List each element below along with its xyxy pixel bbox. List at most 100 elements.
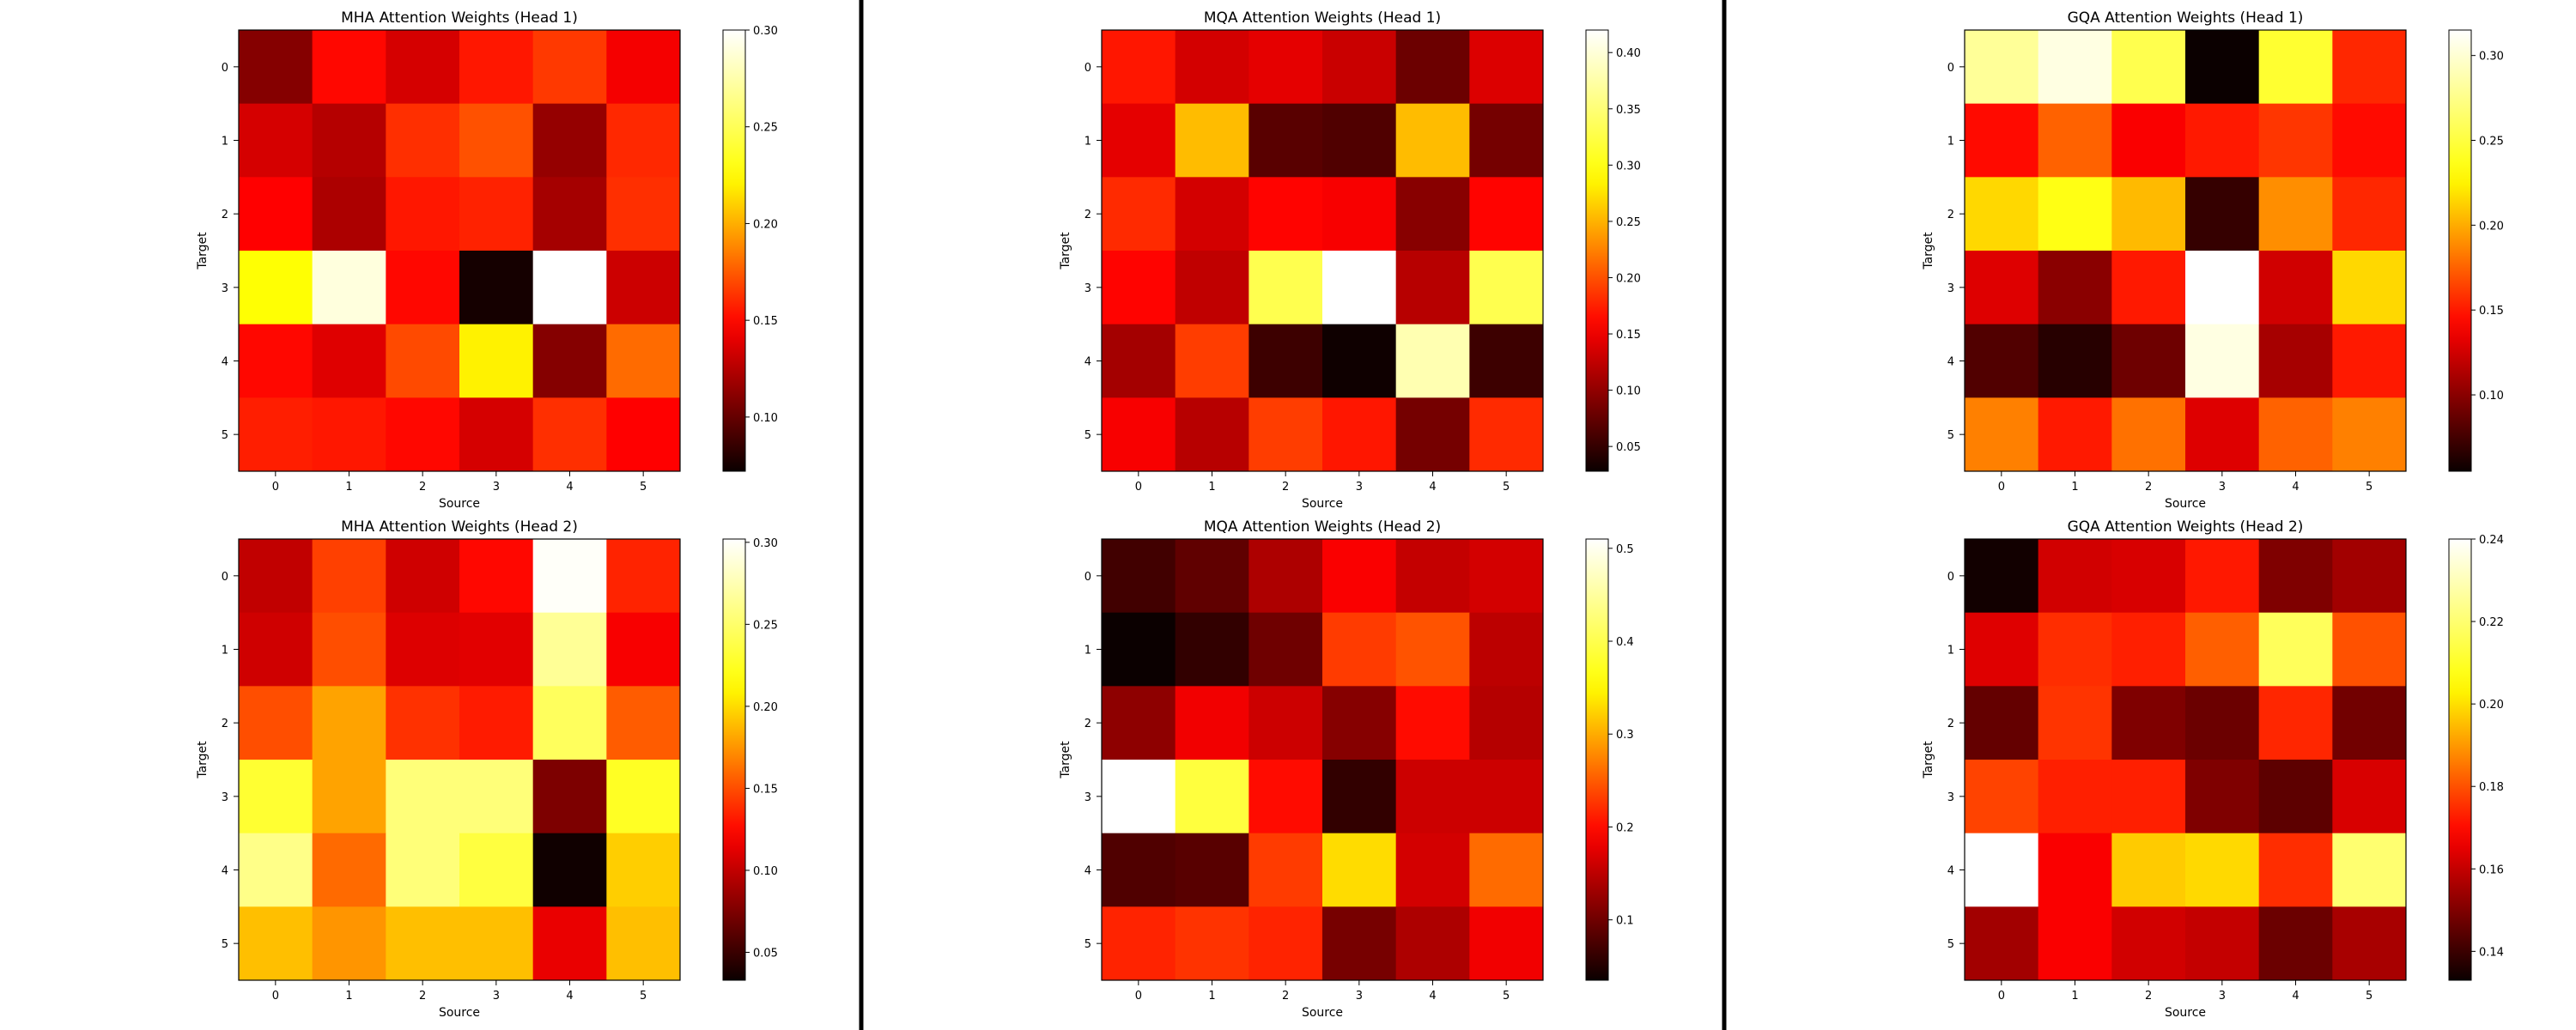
heatmap-cell-r2-c2 xyxy=(1249,686,1323,760)
heatmap-panel-1: MHA Attention Weights (Head 1) 0 1 2 3 4 5 0 1 2 3… xyxy=(196,9,778,511)
heatmap-cell-r4-c5 xyxy=(606,833,681,907)
colorbar-tick-label: 0.15 xyxy=(2479,305,2504,318)
x-tick-label: 3 xyxy=(1356,481,1363,494)
heatmap-cell-r2-c4 xyxy=(532,177,607,251)
heatmap-cell-r4-c2 xyxy=(386,324,460,398)
heatmap-cell-r2-c4 xyxy=(2258,686,2333,760)
heatmap-cell-r3-c1 xyxy=(2038,760,2112,834)
heatmap-cell-r1-c4 xyxy=(1395,103,1470,178)
heatmap-cell-r2-c0 xyxy=(1965,686,2039,760)
colorbar-tick-label: 0.16 xyxy=(2479,863,2504,876)
heatmap-cell-r5-c1 xyxy=(1175,397,1249,472)
heatmap-cell-r1-c2 xyxy=(2111,612,2186,687)
heatmap-cell-r2-c4 xyxy=(532,686,607,760)
heatmap-cell-r2-c5 xyxy=(1469,177,1544,251)
heatmap-cell-r3-c0 xyxy=(1102,760,1176,834)
x-tick-label: 3 xyxy=(493,481,500,494)
x-tick-label: 2 xyxy=(1282,990,1289,1003)
y-tick-label: 0 xyxy=(222,571,228,584)
x-tick-label: 0 xyxy=(1998,481,2005,494)
heatmap-cell-r4-c4 xyxy=(1395,324,1470,398)
y-tick-label: 5 xyxy=(1947,429,1954,442)
heatmap-cell-r0-c5 xyxy=(2332,539,2407,614)
heatmap-cell-r0-c3 xyxy=(1322,30,1397,105)
colorbar-tick-label: 0.10 xyxy=(753,412,778,425)
y-axis-label: Target xyxy=(1059,232,1072,270)
heatmap-cell-r5-c2 xyxy=(2111,906,2186,981)
separators xyxy=(859,0,1727,1030)
x-tick-label: 5 xyxy=(640,990,647,1003)
heatmap-panel-2: MQA Attention Weights (Head 1) 0 1 2 3 4 5 0 1 2 3… xyxy=(1059,9,1641,511)
heatmap-cell-r2-c0 xyxy=(1102,686,1176,760)
heatmap-cell-r2-c2 xyxy=(386,686,460,760)
heatmap-cell-r3-c2 xyxy=(2111,251,2186,325)
heatmap-cell-r3-c1 xyxy=(312,760,386,834)
colorbar-tick-label: 0.5 xyxy=(1616,543,1634,556)
heatmap-cell-r5-c2 xyxy=(1249,906,1323,981)
heatmap-cell-r5-c5 xyxy=(1469,906,1544,981)
heatmap-cell-r4-c1 xyxy=(1175,833,1249,907)
heatmap-cell-r5-c3 xyxy=(2185,906,2260,981)
heatmap-cell-r2-c4 xyxy=(2258,177,2333,251)
heatmap-cell-r1-c4 xyxy=(1395,612,1470,687)
heatmap-cell-r5-c2 xyxy=(386,397,460,472)
colorbar-tick-label: 0.14 xyxy=(2479,946,2504,959)
heatmap-cell-r3-c2 xyxy=(386,251,460,325)
heatmap-cell-r3-c4 xyxy=(1395,760,1470,834)
heatmap-cell-r3-c4 xyxy=(2258,251,2333,325)
colorbar xyxy=(722,29,746,472)
x-tick-label: 4 xyxy=(2292,481,2299,494)
y-tick-label: 2 xyxy=(1084,209,1091,221)
panel-title: MHA Attention Weights (Head 2) xyxy=(341,518,578,536)
heatmap-cell-r0-c3 xyxy=(459,539,534,614)
heatmap-cell-r3-c4 xyxy=(1395,251,1470,325)
heatmap-cell-r5-c2 xyxy=(1249,397,1323,472)
heatmap-cell-r5-c0 xyxy=(1965,397,2039,472)
heatmap-cell-r1-c1 xyxy=(2038,612,2112,687)
y-tick-label: 1 xyxy=(1084,136,1091,148)
x-tick-label: 1 xyxy=(2071,990,2078,1003)
heatmap-cell-r3-c0 xyxy=(1965,251,2039,325)
heatmap-cell-r0-c0 xyxy=(239,30,313,105)
colorbar-tick-label: 0.25 xyxy=(753,122,778,135)
heatmap-cell-r5-c3 xyxy=(2185,397,2260,472)
heatmap-cell-r0-c2 xyxy=(386,30,460,105)
heatmap-cell-r5-c0 xyxy=(1965,906,2039,981)
colorbar-tick-label: 0.05 xyxy=(753,948,778,960)
colorbar-tick-label: 0.30 xyxy=(753,537,778,550)
heatmap-cell-r4-c4 xyxy=(2258,324,2333,398)
colorbar-tick-label: 0.20 xyxy=(2479,220,2504,233)
heatmap-cell-r0-c3 xyxy=(2185,30,2260,105)
heatmap-cell-r1-c4 xyxy=(2258,103,2333,178)
y-tick-label: 3 xyxy=(1084,791,1091,804)
y-axis-label: Target xyxy=(1922,232,1935,270)
colorbar-tick-label: 0.30 xyxy=(2479,51,2504,64)
heatmap-cell-r2-c3 xyxy=(2185,177,2260,251)
y-tick-label: 4 xyxy=(222,356,228,369)
y-axis-label: Target xyxy=(1922,741,1935,779)
heatmap-panel-4: MHA Attention Weights (Head 2) 0 1 2 3 4 5 0 1 2 3… xyxy=(196,518,778,1020)
colorbar-tick-label: 0.3 xyxy=(1616,729,1634,742)
heatmap-cell-r2-c0 xyxy=(1102,177,1176,251)
heatmap-cell-r0-c0 xyxy=(1965,539,2039,614)
heatmap-cell-r4-c1 xyxy=(312,324,386,398)
heatmap-cell-r2-c0 xyxy=(1965,177,2039,251)
x-tick-label: 0 xyxy=(1998,990,2005,1003)
heatmap-cell-r5-c5 xyxy=(2332,906,2407,981)
heatmap-cell-r3-c4 xyxy=(2258,760,2333,834)
heatmap-cell-r1-c3 xyxy=(1322,612,1397,687)
panel-title: GQA Attention Weights (Head 1) xyxy=(2068,9,2304,27)
heatmap-cell-r5-c0 xyxy=(1102,906,1176,981)
heatmap-cell-r4-c3 xyxy=(2185,833,2260,907)
heatmap-cell-r5-c3 xyxy=(1322,906,1397,981)
heatmap-cell-r2-c1 xyxy=(312,686,386,760)
heatmap-cell-r4-c2 xyxy=(386,833,460,907)
heatmap-panel-3: GQA Attention Weights (Head 1) 0 1 2 3 4 5 0 1 2 3… xyxy=(1922,9,2504,511)
heatmap-cell-r4-c1 xyxy=(1175,324,1249,398)
y-tick-label: 4 xyxy=(1947,865,1954,878)
y-tick-label: 0 xyxy=(222,62,228,75)
heatmap-cell-r3-c3 xyxy=(1322,251,1397,325)
y-axis-label: Target xyxy=(196,232,210,270)
x-tick-label: 0 xyxy=(1135,990,1142,1003)
heatmap-cell-r2-c1 xyxy=(2038,686,2112,760)
